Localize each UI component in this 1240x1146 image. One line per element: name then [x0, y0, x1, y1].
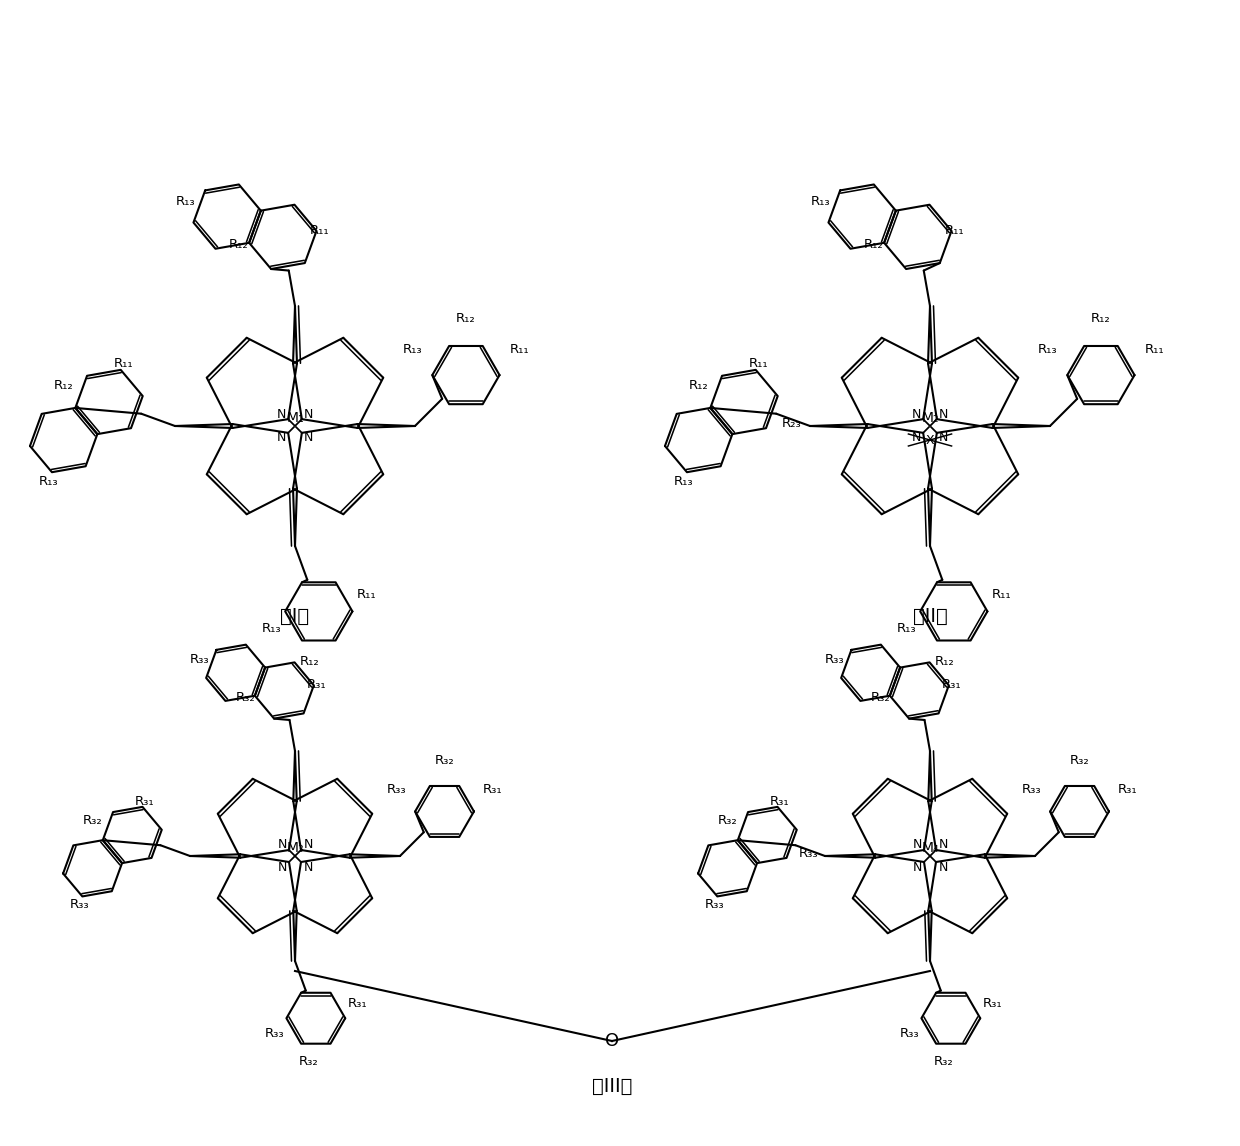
Text: R₃₂: R₃₂ [435, 754, 454, 768]
Text: R₁₂: R₁₂ [456, 312, 476, 324]
Text: R₁₃: R₁₃ [262, 622, 281, 635]
Text: N: N [913, 861, 921, 873]
Text: R₃₁: R₃₁ [347, 997, 367, 1010]
Text: N: N [911, 408, 921, 421]
Text: N: N [939, 431, 949, 445]
Text: R₁₃: R₁₃ [176, 195, 195, 207]
Text: R₃₂: R₃₂ [934, 1055, 954, 1068]
Text: R₃₂: R₃₂ [83, 814, 103, 827]
Text: N: N [913, 839, 921, 851]
Text: R₁₁: R₁₁ [991, 588, 1011, 601]
Text: N: N [939, 839, 947, 851]
Text: N: N [939, 408, 949, 421]
Text: R₃₁: R₃₁ [135, 794, 154, 808]
Text: R₃₁: R₃₁ [308, 678, 326, 691]
Text: R₃₂: R₃₂ [718, 814, 738, 827]
Text: R₁₂: R₁₂ [935, 654, 955, 667]
Text: R₃₁: R₃₁ [482, 783, 502, 796]
Text: R₁₁: R₁₁ [113, 356, 133, 370]
Text: N: N [304, 408, 314, 421]
Text: R₃₁: R₃₁ [982, 997, 1002, 1010]
Text: N: N [277, 408, 286, 421]
Text: N: N [304, 431, 314, 445]
Text: R₃₃: R₃₃ [825, 653, 844, 666]
Text: R₁₁: R₁₁ [510, 344, 529, 356]
Text: N: N [304, 839, 312, 851]
Text: M₁: M₁ [286, 411, 304, 425]
Text: R₁₂: R₁₂ [300, 654, 320, 667]
Text: R₁₃: R₁₃ [673, 476, 693, 488]
Text: R₃₂: R₃₂ [1070, 754, 1090, 768]
Text: R₁₃: R₁₃ [897, 622, 916, 635]
Text: R₁₂: R₁₂ [229, 238, 249, 251]
Text: R₁₂: R₁₂ [1091, 312, 1111, 324]
Text: R₁₁: R₁₁ [310, 223, 330, 237]
Text: R₁₁: R₁₁ [1145, 344, 1164, 356]
Text: R₁₂: R₁₂ [55, 379, 74, 392]
Text: R₂₃: R₂₃ [782, 416, 802, 430]
Text: R₁₁: R₁₁ [748, 356, 768, 370]
Text: （II）: （II） [913, 606, 947, 626]
Text: N: N [304, 861, 312, 873]
Text: R₁₁: R₁₁ [945, 223, 965, 237]
Text: R₁₃: R₁₃ [1038, 344, 1058, 356]
Text: R₃₂: R₃₂ [299, 1055, 317, 1068]
Text: R₁₃: R₁₃ [403, 344, 423, 356]
Text: N: N [939, 861, 947, 873]
Text: R₃₃: R₃₃ [264, 1027, 284, 1039]
Text: R₁₃: R₁₃ [811, 195, 830, 207]
Text: （I）: （I） [280, 606, 310, 626]
Text: N: N [278, 839, 286, 851]
Text: R₁₂: R₁₂ [689, 379, 709, 392]
Text: M₂: M₂ [921, 411, 939, 425]
Text: R₃₃: R₃₃ [704, 898, 724, 911]
Text: M₄: M₄ [921, 841, 939, 855]
Text: R₃₃: R₃₃ [799, 847, 818, 860]
Text: R₃₂: R₃₂ [872, 691, 890, 704]
Text: R₃₃: R₃₃ [1022, 783, 1042, 796]
Text: R₃₃: R₃₃ [69, 898, 89, 911]
Text: R₁₃: R₁₃ [38, 476, 58, 488]
Text: R₃₃: R₃₃ [899, 1027, 919, 1039]
Text: （III）: （III） [591, 1076, 632, 1096]
Text: R₃₁: R₃₁ [942, 678, 961, 691]
Text: R₃₂: R₃₂ [236, 691, 255, 704]
Text: O: O [605, 1033, 619, 1050]
Text: R₃₃: R₃₃ [190, 653, 208, 666]
Text: R₁₂: R₁₂ [864, 238, 884, 251]
Text: N: N [277, 431, 286, 445]
Text: R₃₁: R₃₁ [1117, 783, 1137, 796]
Text: X: X [926, 433, 934, 447]
Text: R₃₁: R₃₁ [770, 794, 790, 808]
Text: R₃₃: R₃₃ [387, 783, 407, 796]
Text: N: N [278, 861, 286, 873]
Text: N: N [911, 431, 921, 445]
Text: M₃: M₃ [286, 841, 304, 855]
Text: R₁₁: R₁₁ [356, 588, 376, 601]
